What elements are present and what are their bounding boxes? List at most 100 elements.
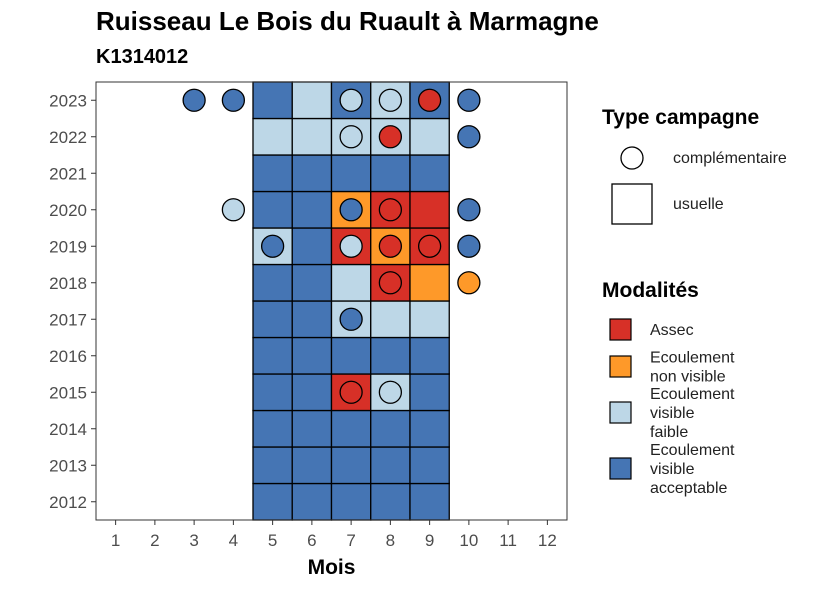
tile-2013-9 — [409, 446, 450, 485]
tile-2021-6 — [291, 154, 333, 193]
tile-2022-5 — [252, 117, 293, 156]
tile-2013-7 — [330, 446, 372, 485]
point-2020-8 — [378, 198, 403, 222]
legend-swatch-faible — [609, 401, 632, 424]
tile-2016-7 — [330, 336, 372, 375]
point-2022-7 — [339, 125, 363, 149]
x-tick-label: 7 — [346, 531, 355, 550]
point-2019-9 — [417, 234, 442, 258]
legend-key-complementaire — [620, 146, 644, 170]
point-2018-10 — [457, 271, 481, 295]
tile-2021-5 — [252, 154, 293, 193]
y-tick-label: 2017 — [49, 310, 87, 329]
legend-label-usuelle: usuelle — [673, 196, 724, 213]
tile-2021-8 — [370, 154, 411, 193]
legend-swatch-nonvisible — [609, 355, 632, 378]
tile-2021-9 — [409, 154, 450, 193]
legend-label-complementaire: complémentaire — [673, 150, 787, 167]
legend-type-title: Type campagne — [602, 106, 759, 129]
tile-2020-5 — [252, 190, 293, 229]
legend-swatch-acceptable — [609, 457, 632, 480]
tile-2016-6 — [291, 336, 333, 375]
tile-2013-8 — [370, 446, 411, 485]
y-tick-label: 2022 — [49, 128, 87, 147]
x-tick-label: 6 — [307, 531, 316, 550]
tile-2017-5 — [252, 300, 293, 339]
y-tick-label: 2019 — [49, 237, 87, 256]
y-tick-label: 2014 — [49, 420, 87, 439]
tile-2022-6 — [291, 117, 333, 156]
point-2022-8 — [378, 125, 403, 149]
legend-label-acceptable: Ecoulement visible acceptable — [650, 442, 735, 497]
point-2023-10 — [457, 88, 481, 112]
x-tick-label: 10 — [459, 531, 478, 550]
point-2023-8 — [378, 88, 403, 112]
x-tick-label: 4 — [229, 531, 238, 550]
x-tick-label: 3 — [189, 531, 198, 550]
point-2019-10 — [457, 234, 481, 258]
point-2018-8 — [378, 271, 403, 295]
legend-label-faible: Ecoulement visible faible — [650, 386, 735, 441]
chart-subtitle: K1314012 — [96, 46, 189, 68]
tile-2012-7 — [330, 482, 372, 521]
tile-2022-9 — [409, 117, 450, 156]
tile-2014-8 — [370, 409, 411, 448]
tile-2017-6 — [291, 300, 333, 339]
point-2019-5 — [260, 234, 285, 258]
y-tick-label: 2015 — [49, 383, 87, 402]
tile-2012-8 — [370, 482, 411, 521]
point-2023-4 — [221, 88, 246, 112]
tile-2015-5 — [252, 373, 293, 412]
tile-2014-7 — [330, 409, 372, 448]
point-2020-10 — [457, 198, 481, 222]
tile-2014-5 — [252, 409, 293, 448]
x-tick-label: 1 — [111, 531, 120, 550]
tile-2016-5 — [252, 336, 293, 375]
tile-2016-8 — [370, 336, 411, 375]
point-2015-7 — [339, 380, 363, 404]
x-tick-label: 12 — [538, 531, 557, 550]
tile-2012-5 — [252, 482, 293, 521]
point-2020-4 — [221, 198, 246, 222]
x-tick-label: 5 — [268, 531, 277, 550]
y-tick-label: 2021 — [49, 164, 87, 183]
x-tick-label: 8 — [386, 531, 395, 550]
tile-2017-9 — [409, 300, 450, 339]
legend-key-usuelle — [611, 183, 653, 225]
complementaire-points — [182, 88, 481, 404]
y-tick-label: 2018 — [49, 274, 87, 293]
tile-2015-9 — [409, 373, 450, 412]
legend: Type campagne complémentaire usuelle Modali… — [602, 106, 787, 497]
tile-2014-6 — [291, 409, 333, 448]
y-axis: 2012 2013 2014 2015 2016 2017 2018 2019 2020 2021… — [49, 91, 96, 512]
tile-2020-6 — [291, 190, 333, 229]
y-tick-label: 2012 — [49, 493, 87, 512]
x-axis: 1 2 3 4 5 6 7 8 9 10 11 12 — [111, 520, 557, 550]
tile-2016-9 — [409, 336, 450, 375]
tile-2015-6 — [291, 373, 333, 412]
tile-2013-6 — [291, 446, 333, 485]
x-tick-label: 11 — [499, 531, 517, 550]
point-2023-7 — [339, 88, 363, 112]
tile-2019-6 — [291, 227, 333, 266]
y-tick-label: 2013 — [49, 456, 87, 475]
point-2023-3 — [182, 88, 206, 112]
tile-2020-9 — [409, 190, 450, 229]
point-2015-8 — [378, 380, 403, 404]
legend-label-assec: Assec — [650, 322, 694, 339]
tile-2013-5 — [252, 446, 293, 485]
y-tick-label: 2023 — [49, 91, 87, 110]
point-2019-8 — [378, 234, 403, 258]
tile-2018-6 — [291, 263, 333, 302]
x-tick-label: 2 — [150, 531, 159, 550]
tile-2023-6 — [291, 81, 333, 120]
tile-2017-8 — [370, 300, 411, 339]
point-2017-7 — [339, 307, 363, 331]
legend-swatch-assec — [609, 318, 632, 341]
tile-2012-9 — [409, 482, 450, 521]
point-2019-7 — [339, 234, 363, 258]
legend-modalites-title: Modalités — [602, 279, 699, 302]
tile-2018-5 — [252, 263, 293, 302]
y-tick-label: 2016 — [49, 347, 87, 366]
